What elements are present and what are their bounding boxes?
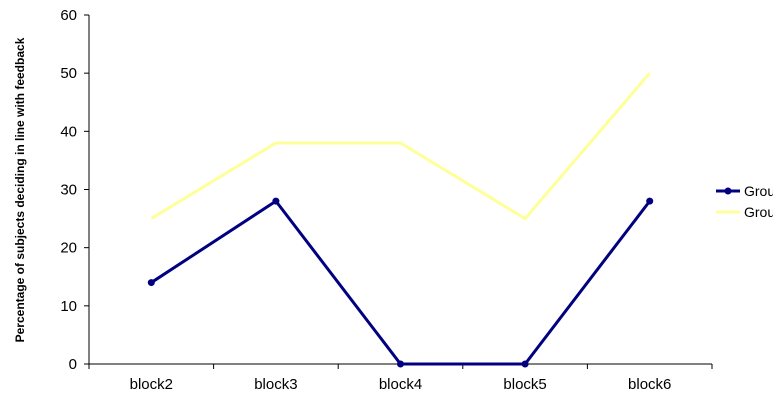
y-tick-label: 50 (60, 65, 77, 82)
series-line (150, 72, 651, 221)
x-tick-label: block2 (130, 376, 173, 393)
axes (88, 15, 712, 365)
legend-label: Group B (744, 204, 773, 220)
series-layer (147, 72, 654, 368)
data-point (147, 279, 155, 287)
y-tick-label: 0 (69, 356, 77, 373)
series-2 (150, 72, 651, 221)
x-ticks: block2 block3 block4 block5 block6 (88, 364, 713, 393)
y-ticks: 0 10 20 30 40 50 60 (60, 7, 89, 373)
legend-item: Group A (716, 183, 773, 199)
y-tick-label: 10 (60, 298, 77, 315)
y-tick-label: 40 (60, 123, 77, 140)
x-tick-label: block3 (254, 376, 297, 393)
y-tick-label: 20 (60, 240, 77, 257)
y-tick-label: 60 (60, 7, 77, 24)
data-point (646, 197, 654, 205)
y-tick-label: 30 (60, 182, 77, 199)
x-tick-label: block5 (503, 376, 546, 393)
legend-label: Group A (744, 183, 773, 199)
series-1 (147, 197, 654, 368)
data-point (272, 197, 280, 205)
x-tick-label: block6 (628, 376, 671, 393)
y-axis-label: Percentage of subjects deciding in line … (13, 37, 27, 342)
series-line (150, 199, 651, 366)
x-tick-label: block4 (379, 376, 422, 393)
legend-item: Group B (716, 204, 773, 220)
legend-marker (724, 187, 732, 195)
data-point (397, 360, 404, 368)
data-point (521, 360, 529, 368)
legend: Group A Group B (716, 183, 773, 220)
